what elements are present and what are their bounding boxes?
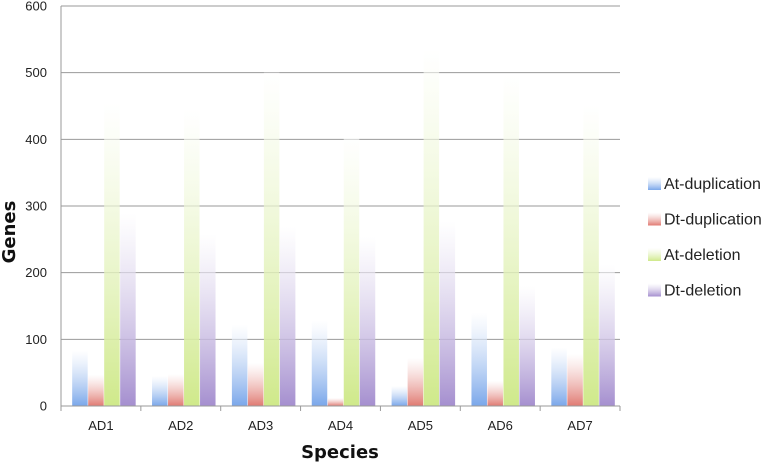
x-axis-title: Species <box>301 442 379 463</box>
bar-at-deletion-ad5 <box>423 49 440 406</box>
bar-at-duplication-ad5 <box>391 386 408 406</box>
y-tick-label: 200 <box>25 265 47 280</box>
bar-at-deletion-ad1 <box>104 102 120 407</box>
bar-dt-deletion-ad1 <box>120 213 136 406</box>
bar-dt-duplication-ad1 <box>88 374 104 406</box>
bar-dt-duplication-ad4 <box>327 398 344 406</box>
bar-at-deletion-ad2 <box>184 109 200 406</box>
x-tick-label: AD3 <box>248 418 273 433</box>
y-tick-label: 400 <box>25 132 47 147</box>
bar-at-deletion-ad6 <box>503 74 519 407</box>
y-axis-title: Genes <box>0 201 20 264</box>
x-tick-label: AD1 <box>88 418 113 433</box>
legend-label: Dt-duplication <box>664 212 762 229</box>
legend-label: At-duplication <box>664 176 761 193</box>
bar-dt-duplication-ad3 <box>247 362 264 406</box>
x-tick-label: AD7 <box>567 418 592 433</box>
legend-swatch <box>648 248 661 261</box>
legend-swatch <box>648 212 661 226</box>
bar-at-deletion-ad4 <box>343 136 360 406</box>
bar-dt-deletion-ad6 <box>519 286 535 406</box>
bar-dt-duplication-ad5 <box>407 358 424 406</box>
bar-at-duplication-ad4 <box>311 320 328 406</box>
bar-dt-deletion-ad2 <box>200 234 216 406</box>
legend-label: Dt-deletion <box>664 283 741 300</box>
bar-at-duplication-ad2 <box>152 376 168 406</box>
bar-at-duplication-ad6 <box>471 312 487 406</box>
legend-swatch <box>648 283 661 297</box>
bar-dt-deletion-ad4 <box>359 236 376 406</box>
bar-dt-deletion-ad3 <box>279 226 296 406</box>
y-tick-label: 500 <box>25 65 47 80</box>
bar-at-deletion-ad3 <box>263 72 280 407</box>
bar-dt-duplication-ad7 <box>567 354 583 406</box>
gridlines <box>60 5 620 406</box>
x-tick-label: AD4 <box>328 418 353 433</box>
x-axis-ticks: AD1 AD2 AD3 AD4 AD5 AD6 AD7 <box>60 406 621 433</box>
legend-label: At-deletion <box>664 247 741 264</box>
bar-dt-duplication-ad6 <box>487 380 503 406</box>
y-tick-label: 100 <box>25 332 47 347</box>
bar-at-deletion-ad7 <box>583 104 599 407</box>
legend-swatch <box>648 177 661 190</box>
bar-dt-deletion-ad5 <box>439 221 456 406</box>
y-tick-label: 600 <box>25 0 47 14</box>
y-tick-label: 0 <box>40 399 47 414</box>
bar-dt-deletion-ad7 <box>599 264 615 406</box>
bars <box>72 49 615 407</box>
x-tick-label: AD6 <box>488 418 513 433</box>
x-tick-label: AD2 <box>168 418 193 433</box>
x-tick-label: AD5 <box>408 418 433 433</box>
legend: At-duplication Dt-duplication At-deletion D… <box>648 176 762 300</box>
bar-dt-duplication-ad2 <box>168 374 184 406</box>
bar-at-duplication-ad7 <box>551 347 567 406</box>
y-axis-ticks: 0 100 200 300 400 500 600 <box>25 0 47 414</box>
bar-at-duplication-ad1 <box>72 350 88 406</box>
bar-at-duplication-ad3 <box>231 324 248 406</box>
y-tick-label: 300 <box>25 199 47 214</box>
